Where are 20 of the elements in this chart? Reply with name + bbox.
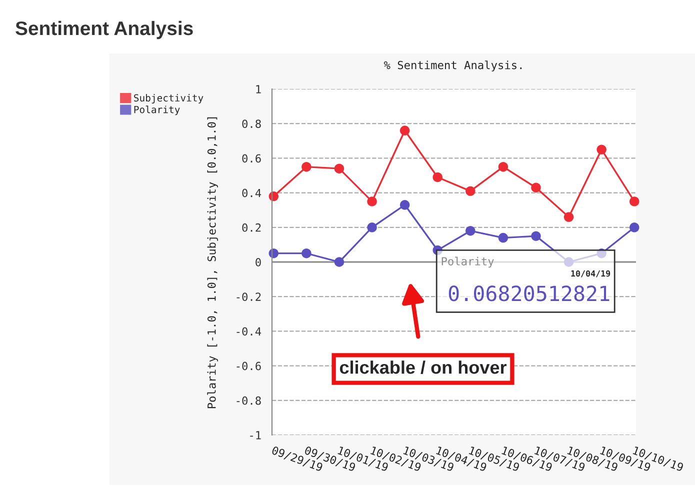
annotation: 0.06820512821 [448,286,610,302]
annotation: Polarity [442,256,494,268]
y-tick-label: 0.2 [242,223,261,232]
y-tick-label: -0.8 [236,396,261,405]
annotation: clickable / on hover [340,360,507,374]
y-tick-label: 0.6 [242,154,261,163]
y-tick-label: 1 [256,85,261,94]
y-axis-title: Polarity [-1.0, 1.0], Subjectivity [0.0,1.0] [207,117,218,408]
y-tick-label: 0.4 [242,188,262,198]
y-tick-label: -1 [250,431,261,440]
text: Sentiment Analysis [16,20,193,40]
legend-label: Subjectivity [134,94,204,104]
legend-label: Polarity [134,106,180,116]
y-tick-label: -0.4 [236,327,262,336]
y-tick-label: -0.2 [236,292,261,302]
y-tick-label: -0.6 [236,362,261,370]
y-tick-label: 0 [256,258,261,266]
y-tick-label: 0.8 [242,120,261,128]
chart-subtitle: % Sentiment Analysis. [384,60,522,72]
annotation: 10/04/19 [571,270,610,278]
